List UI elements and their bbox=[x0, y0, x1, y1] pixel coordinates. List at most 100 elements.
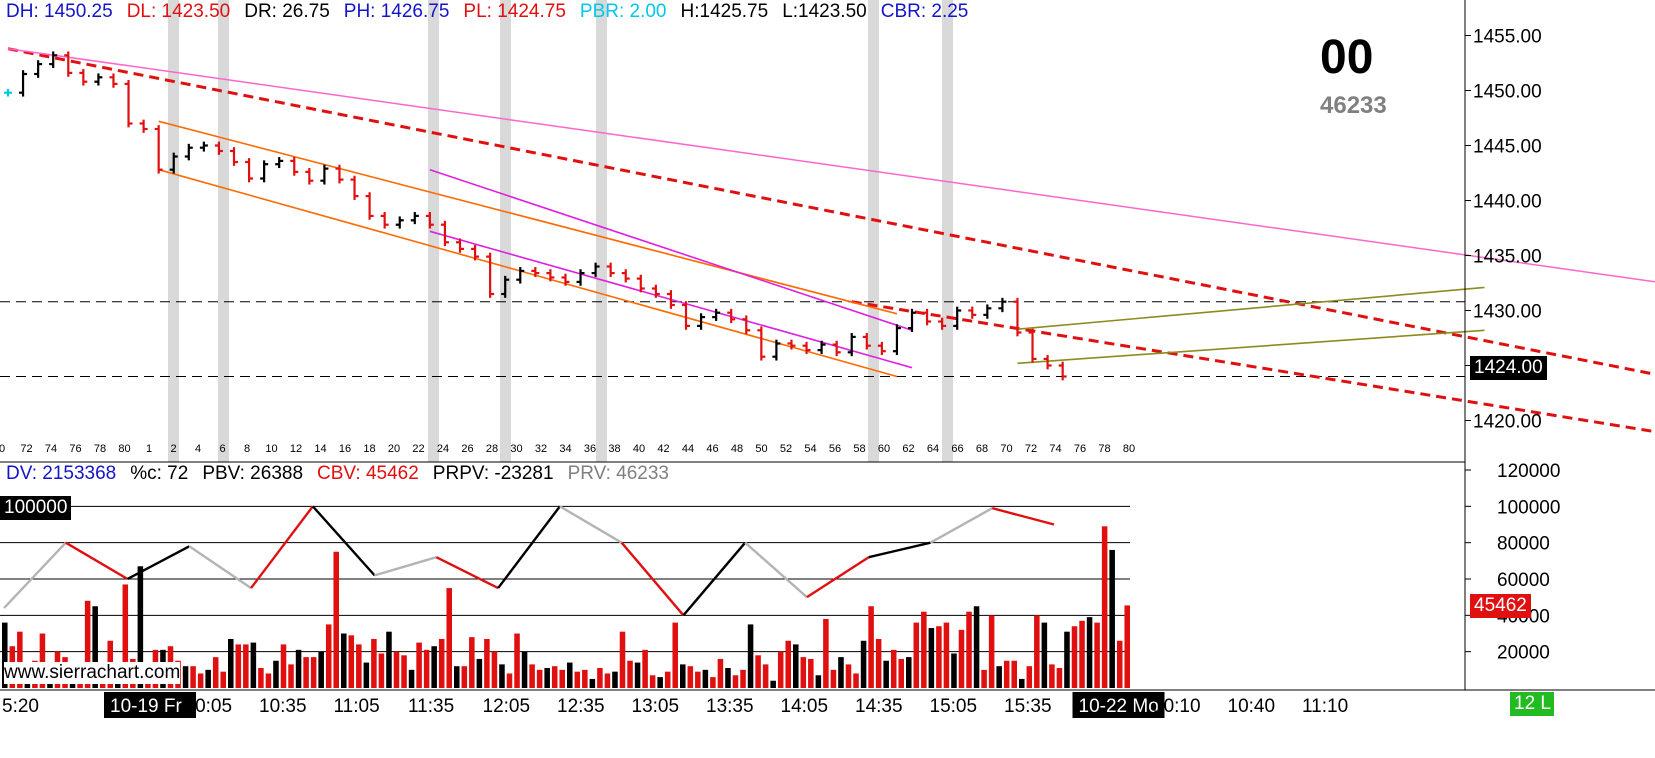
time-tick-label: 13:35 bbox=[706, 696, 754, 717]
volume-header-item: DV: 2153368 bbox=[6, 463, 117, 484]
volume-header-item: PRV: 46233 bbox=[567, 463, 669, 484]
volume-tick-label: 80000 bbox=[1497, 534, 1550, 555]
time-tick-label: 10:35 bbox=[259, 696, 307, 717]
volume-bar bbox=[1109, 549, 1115, 688]
olive-channel-bottom bbox=[1017, 329, 1485, 365]
volume-bar bbox=[860, 640, 867, 688]
volume-bar bbox=[875, 638, 882, 688]
volume-bar bbox=[582, 669, 588, 688]
volume-bar bbox=[371, 638, 377, 688]
price-header-item: PL: 1424.75 bbox=[463, 1, 566, 22]
bar-number: 8 bbox=[244, 443, 250, 455]
volume-header: DV: 2153368 %c: 72 PBV: 26388 CBV: 45462 PRP… bbox=[6, 462, 683, 486]
volume-bar bbox=[574, 671, 581, 688]
volume-bar bbox=[1034, 615, 1040, 688]
volume-line-segment bbox=[126, 545, 190, 581]
volume-bar bbox=[205, 669, 211, 688]
bar-number: 32 bbox=[535, 443, 547, 455]
bar-number: 24 bbox=[437, 443, 449, 455]
volume-bar bbox=[1064, 631, 1070, 688]
bar-number: 10 bbox=[265, 443, 277, 455]
volume-bar bbox=[288, 664, 294, 688]
bar-number: 26 bbox=[461, 443, 473, 455]
bar-number: 16 bbox=[339, 443, 351, 455]
volume-bar bbox=[1079, 620, 1085, 688]
volume-bar bbox=[197, 673, 204, 688]
volume-bar bbox=[461, 666, 468, 688]
orange-channel-top bbox=[158, 120, 898, 315]
volume-tick-label: 120000 bbox=[1497, 461, 1560, 482]
time-tick-label: 15:05 bbox=[930, 696, 978, 717]
volume-bar bbox=[664, 671, 671, 688]
volume-bar bbox=[747, 624, 754, 688]
volume-bar bbox=[423, 649, 430, 688]
volume-bar bbox=[868, 606, 874, 688]
volume-bar bbox=[597, 668, 603, 688]
volume-bar bbox=[687, 666, 694, 688]
volume-header-item: %c: 72 bbox=[130, 463, 189, 484]
volume-header-item: PBV: 26388 bbox=[202, 463, 304, 484]
bar-number: 58 bbox=[853, 443, 865, 455]
volume-bar bbox=[39, 633, 46, 688]
volume-bar bbox=[529, 664, 535, 688]
price-tick-label: 1450.00 bbox=[1473, 82, 1542, 103]
time-tick-label: 10:05 bbox=[185, 696, 233, 717]
volume-bar bbox=[740, 669, 746, 688]
volume-bar bbox=[1071, 626, 1078, 688]
bar-number: 68 bbox=[976, 443, 988, 455]
time-tick-label: 13:05 bbox=[632, 696, 680, 717]
bar-number: 78 bbox=[1098, 443, 1110, 455]
volume-bar bbox=[84, 600, 91, 688]
volume-bar bbox=[619, 631, 626, 688]
bar-number: 66 bbox=[951, 443, 963, 455]
volume-bar bbox=[401, 655, 407, 688]
price-tick-label: 1455.00 bbox=[1473, 27, 1542, 48]
time-tick-label: 11:05 bbox=[334, 696, 380, 717]
volume-bar bbox=[408, 669, 415, 688]
volume-bar bbox=[777, 651, 784, 688]
session-band bbox=[218, 0, 229, 462]
volume-bar bbox=[928, 628, 935, 688]
volume-bar bbox=[883, 660, 889, 688]
volume-tick-label: 60000 bbox=[1497, 570, 1550, 591]
bar-number: 56 bbox=[829, 443, 841, 455]
volume-bar bbox=[830, 669, 837, 688]
volume-bar bbox=[484, 638, 490, 688]
volume-bar bbox=[702, 669, 709, 688]
volume-bar bbox=[973, 606, 980, 688]
volume-bar bbox=[258, 668, 264, 688]
price-header-item: DR: 26.75 bbox=[244, 1, 330, 22]
volume-line-segment bbox=[188, 545, 252, 590]
bar-number: 18 bbox=[363, 443, 375, 455]
volume-bar bbox=[551, 666, 558, 688]
volume-bar bbox=[318, 651, 324, 688]
bar-number: 22 bbox=[412, 443, 424, 455]
volume-bar bbox=[559, 669, 565, 688]
volume-bar bbox=[303, 657, 309, 688]
volume-bar bbox=[1101, 526, 1108, 688]
bar-number: 12 bbox=[290, 443, 302, 455]
axes bbox=[0, 0, 1655, 691]
volume-bar bbox=[363, 662, 370, 688]
volume-bar bbox=[800, 657, 807, 688]
volume-bar bbox=[243, 644, 249, 688]
price-tick-label: 1420.00 bbox=[1473, 412, 1542, 433]
volume-bar bbox=[785, 640, 791, 688]
volume-header-item: PRPV: -23281 bbox=[432, 463, 554, 484]
volume-bar bbox=[544, 668, 550, 688]
volume-tag: 45462 bbox=[1470, 594, 1531, 618]
session-band bbox=[942, 0, 953, 462]
volume-bar bbox=[295, 649, 302, 688]
volume-bar bbox=[672, 622, 678, 688]
volume-bar bbox=[815, 675, 822, 688]
volume-bar bbox=[793, 644, 799, 688]
bar-number: 74 bbox=[45, 443, 57, 455]
volume-bar bbox=[725, 668, 731, 688]
corner-tag[interactable]: 12 L bbox=[1510, 692, 1554, 716]
volume-bar bbox=[341, 633, 347, 688]
time-tick-label: 10-22 Mo bbox=[1079, 696, 1159, 717]
time-tick-label: 12:05 bbox=[483, 696, 531, 717]
volume-bar bbox=[325, 624, 332, 688]
olive-channel-top bbox=[1017, 286, 1485, 330]
